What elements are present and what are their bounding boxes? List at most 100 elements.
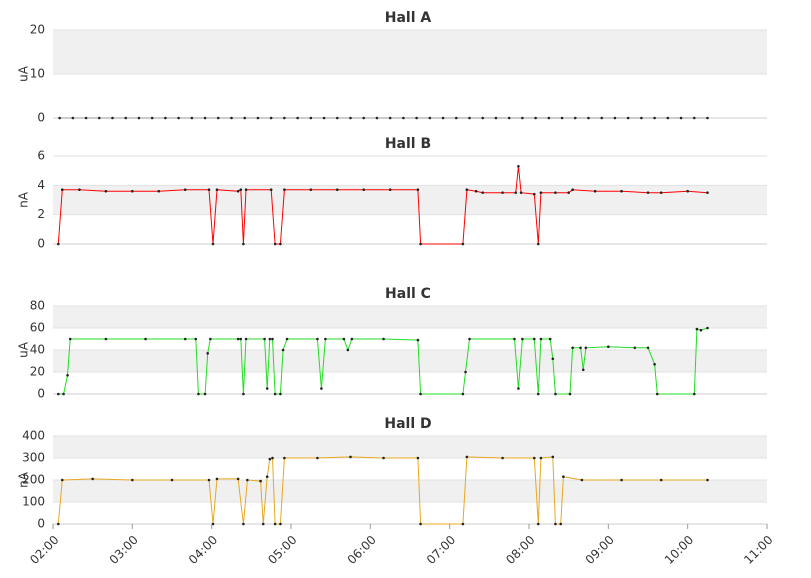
data-point bbox=[56, 522, 60, 526]
data-point bbox=[236, 337, 240, 341]
data-point bbox=[532, 337, 536, 341]
data-point bbox=[633, 346, 637, 350]
data-point bbox=[209, 337, 212, 341]
data-point bbox=[481, 116, 485, 120]
data-point bbox=[507, 116, 511, 120]
data-point bbox=[206, 352, 209, 355]
data-point bbox=[699, 328, 703, 332]
data-point bbox=[279, 242, 282, 246]
data-point bbox=[242, 522, 245, 526]
data-point bbox=[567, 191, 570, 194]
data-point bbox=[461, 242, 465, 246]
data-point bbox=[335, 188, 339, 192]
data-point bbox=[207, 478, 211, 482]
data-point bbox=[388, 116, 392, 120]
y-tick-label: 0 bbox=[37, 517, 45, 531]
data-point bbox=[419, 392, 422, 396]
data-point bbox=[706, 478, 709, 482]
data-point bbox=[646, 191, 650, 194]
data-point bbox=[548, 337, 552, 341]
y-tick-label: 4 bbox=[37, 178, 45, 192]
data-point bbox=[309, 188, 313, 192]
data-point bbox=[104, 189, 108, 193]
data-point bbox=[243, 116, 247, 120]
data-point bbox=[415, 116, 418, 120]
data-point bbox=[402, 116, 405, 120]
data-point bbox=[283, 188, 286, 192]
y-axis-label: nA bbox=[17, 471, 31, 488]
data-point bbox=[539, 337, 543, 341]
data-point bbox=[322, 116, 326, 120]
y-axis-label: nA bbox=[17, 191, 31, 208]
data-point bbox=[534, 116, 537, 120]
data-point bbox=[269, 188, 273, 192]
data-point bbox=[666, 116, 670, 120]
data-point bbox=[309, 116, 313, 120]
series-line bbox=[57, 456, 708, 525]
data-point bbox=[242, 392, 245, 396]
data-point bbox=[464, 370, 467, 374]
x-tick-label: 02:00 bbox=[27, 533, 61, 567]
data-point bbox=[268, 337, 272, 341]
y-tick-label: 100 bbox=[22, 495, 45, 509]
y-tick-label: 80 bbox=[30, 299, 45, 313]
data-point bbox=[183, 337, 187, 341]
y-tick-label: 0 bbox=[37, 111, 45, 125]
data-point bbox=[428, 116, 432, 120]
y-tick-label: 0 bbox=[37, 387, 45, 401]
data-point bbox=[239, 337, 243, 341]
grid-band bbox=[53, 350, 767, 372]
data-point bbox=[273, 242, 277, 246]
data-point bbox=[501, 191, 504, 194]
data-point bbox=[579, 346, 582, 350]
data-point bbox=[554, 522, 557, 526]
data-point bbox=[137, 116, 141, 120]
data-point bbox=[695, 327, 699, 331]
data-point bbox=[461, 522, 465, 526]
data-point bbox=[626, 116, 630, 120]
data-point bbox=[465, 455, 469, 459]
data-point bbox=[68, 337, 72, 341]
data-point bbox=[190, 116, 194, 120]
data-point bbox=[679, 116, 683, 120]
data-point bbox=[230, 116, 233, 120]
data-point bbox=[521, 116, 524, 120]
data-point bbox=[283, 456, 286, 460]
data-point bbox=[584, 346, 588, 350]
x-tick-label: 11:00 bbox=[741, 533, 775, 567]
data-point bbox=[536, 522, 540, 526]
data-point bbox=[706, 116, 709, 120]
data-point bbox=[203, 116, 207, 120]
data-point bbox=[261, 522, 265, 526]
y-tick-label: 0 bbox=[37, 237, 45, 251]
x-tick-label: 03:00 bbox=[107, 533, 141, 567]
data-point bbox=[91, 477, 94, 481]
data-point bbox=[58, 116, 61, 120]
data-point bbox=[215, 477, 219, 481]
y-tick-label: 10 bbox=[30, 67, 45, 81]
data-point bbox=[335, 116, 339, 120]
data-point bbox=[124, 116, 128, 120]
y-tick-label: 20 bbox=[30, 365, 45, 379]
data-point bbox=[56, 392, 60, 396]
data-point bbox=[653, 363, 656, 366]
data-point bbox=[620, 189, 623, 193]
data-point bbox=[242, 242, 245, 246]
y-tick-label: 60 bbox=[30, 321, 45, 335]
data-point bbox=[78, 188, 81, 192]
data-point bbox=[388, 188, 392, 192]
grid-band bbox=[53, 436, 767, 458]
data-point bbox=[84, 116, 88, 120]
data-point bbox=[279, 392, 282, 396]
data-point bbox=[349, 455, 352, 459]
data-point bbox=[216, 116, 220, 120]
data-point bbox=[194, 337, 198, 341]
data-point bbox=[207, 188, 211, 192]
data-point bbox=[587, 116, 590, 120]
data-point bbox=[56, 242, 60, 246]
data-point bbox=[513, 337, 516, 341]
data-point bbox=[197, 392, 200, 396]
data-point bbox=[494, 116, 498, 120]
data-point bbox=[382, 337, 385, 341]
